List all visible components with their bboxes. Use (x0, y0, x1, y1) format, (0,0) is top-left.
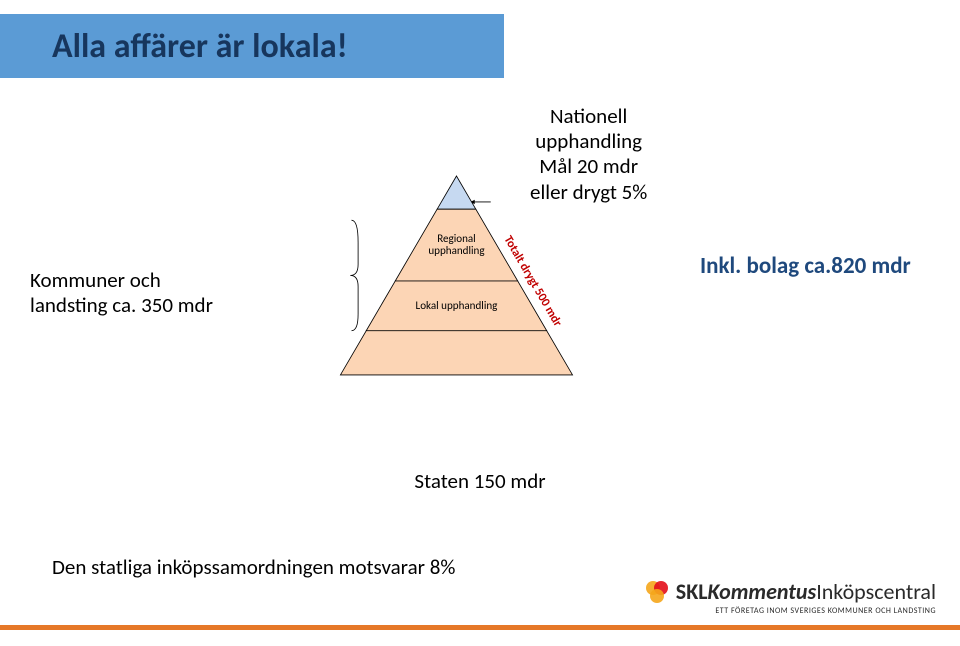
slide-root: Alla affärer är lokala! Kommuner och lan… (0, 0, 960, 646)
staten-label: Staten 150 mdr (0, 468, 960, 494)
logo-sub: ETT FÖRETAG INOM SVERIGES KOMMUNER OCH L… (715, 606, 936, 616)
footnote: Den statliga inköpssamordningen motsvara… (52, 554, 455, 580)
logo-kommentus: Kommentus (708, 578, 817, 605)
logo-icon (644, 579, 670, 605)
orange-divider (0, 625, 960, 630)
left-brace-label: Kommuner och landsting ca. 350 mdr (30, 268, 220, 318)
logo-main: SKLKommentusInköpscentral (644, 578, 936, 605)
pyramid-level-label: Lokal upphandling (416, 298, 498, 312)
pyramid-diagram: RegionalupphandlingLokal upphandling Tot… (252, 101, 672, 461)
logo: SKLKommentusInköpscentral ETT FÖRETAG IN… (644, 578, 936, 616)
title-bar: Alla affärer är lokala! (0, 14, 504, 78)
logo-text: SKLKommentusInköpscentral (676, 578, 936, 605)
arrow-annotation-icon (470, 200, 490, 204)
pyramid-level (340, 331, 572, 375)
right-annotation: Inkl. bolag ca.820 mdr (700, 252, 911, 280)
left-brace-icon (350, 220, 358, 331)
page-title: Alla affärer är lokala! (52, 26, 348, 67)
logo-skl: SKL (676, 578, 708, 605)
logo-inkops: Inköpscentral (816, 578, 936, 605)
pyramid-level (437, 176, 476, 209)
